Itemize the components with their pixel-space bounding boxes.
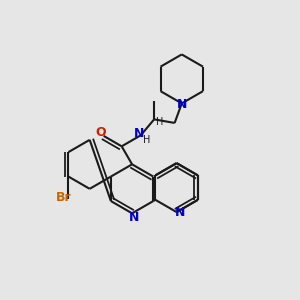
- Text: O: O: [95, 126, 106, 140]
- Text: H: H: [143, 135, 150, 145]
- Text: N: N: [177, 98, 187, 111]
- Text: H: H: [156, 117, 163, 127]
- Text: N: N: [128, 211, 139, 224]
- Text: N: N: [174, 206, 185, 219]
- Text: Br: Br: [56, 190, 72, 204]
- Text: N: N: [134, 127, 145, 140]
